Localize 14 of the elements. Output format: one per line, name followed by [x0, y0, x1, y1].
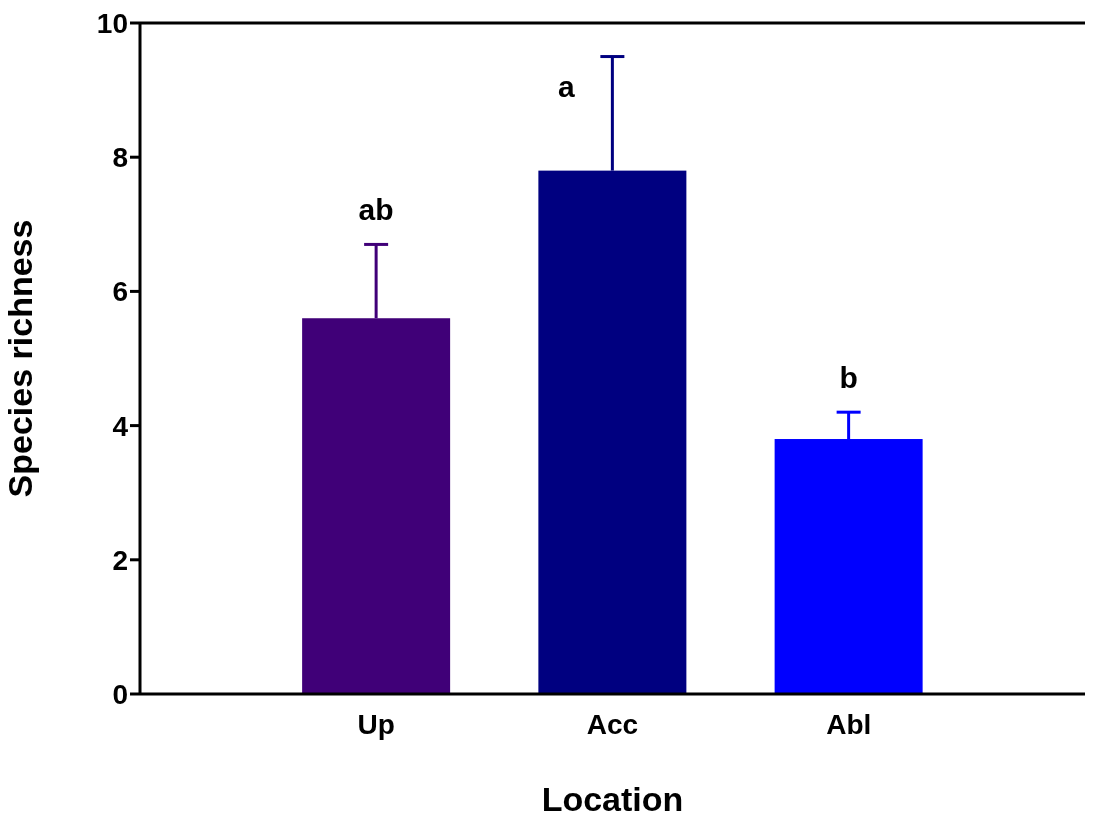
annotation: ab [358, 193, 394, 227]
y-tick-label: 8 [112, 142, 128, 174]
y-tick-label: 2 [112, 544, 128, 576]
annotation: b [839, 361, 858, 395]
y-tick-label: 0 [112, 678, 128, 710]
y-tick-label: 10 [96, 7, 128, 39]
y-axis-title: Species richness [1, 219, 40, 498]
x-tick-label: Up [357, 708, 395, 740]
y-tick-label: 6 [112, 276, 128, 308]
x-axis-title: Location [541, 780, 684, 818]
x-tick-label: Acc [586, 708, 639, 740]
x-tick-label: Abl [826, 708, 872, 740]
y-tick-label: 4 [112, 410, 129, 442]
annotation: a [558, 69, 576, 103]
